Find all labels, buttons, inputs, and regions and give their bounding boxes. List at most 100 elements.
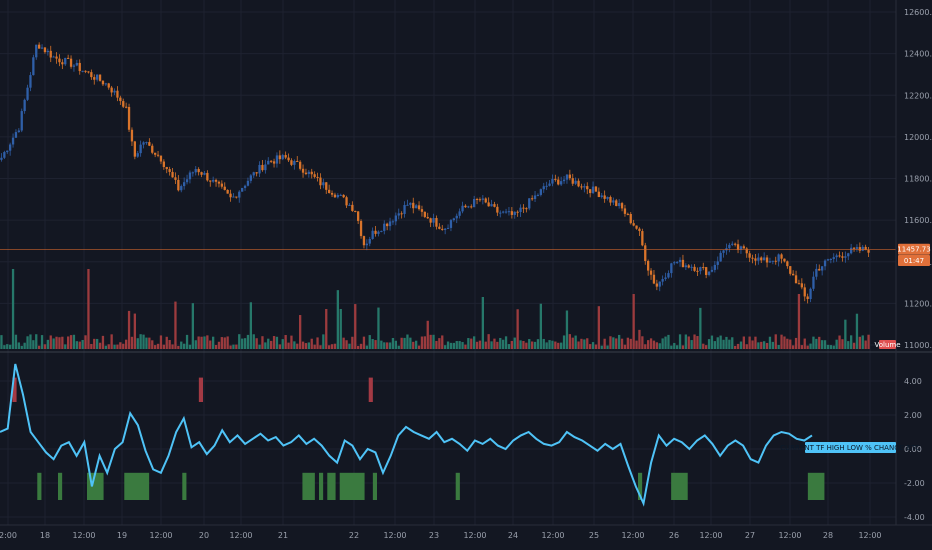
candle-body [287, 157, 290, 161]
candle-body [154, 152, 157, 155]
candle-body [690, 266, 693, 268]
volume-bar [583, 339, 586, 349]
candle-body [267, 160, 270, 165]
indicator-axis-label: 4.00 [904, 377, 922, 386]
candle-body [864, 246, 867, 251]
candle-body [270, 160, 273, 162]
volume-bar [777, 345, 780, 349]
candle-body [209, 180, 212, 182]
volume-bar [29, 334, 32, 349]
candle-body [151, 145, 154, 153]
volume-bar [728, 339, 731, 349]
volume-bar [23, 342, 26, 349]
volume-bar [742, 336, 745, 349]
candle-body [130, 129, 134, 142]
candle-body [29, 75, 32, 88]
volume-bar [618, 334, 621, 349]
time-axis[interactable]: 2:00 18 12:00 19 12:00 20 12:00 21 22 12:00 23 12:0… [0, 531, 882, 540]
candle-body [226, 189, 229, 194]
candle-body [359, 220, 363, 237]
volume-bar [212, 336, 215, 349]
candle-body [745, 248, 748, 254]
candle-body [20, 111, 23, 131]
volume-bar [719, 335, 722, 349]
candle-body [644, 245, 647, 261]
volume-bar [658, 343, 661, 349]
candle-body [806, 296, 809, 300]
time-axis-label: 12:00 [383, 531, 406, 540]
price-axis-label: 12600.00 [904, 8, 932, 17]
volume-bar [415, 340, 418, 349]
candle-body [594, 186, 598, 192]
volume-bar [635, 340, 638, 349]
candle-body [664, 277, 667, 280]
indicator-axis[interactable]: 4.00 2.00 0.00 -2.00 -4.00 [904, 377, 925, 522]
candle-body [551, 178, 554, 184]
candle-body [600, 195, 603, 198]
candle-body [545, 185, 548, 187]
candle-body [3, 152, 6, 158]
volume-bar [615, 338, 618, 349]
volume-bar [484, 341, 487, 349]
volume-bar [203, 336, 206, 349]
candle-body [333, 194, 337, 198]
time-axis-label: 12:00 [541, 531, 564, 540]
candlestick-series[interactable] [0, 42, 870, 304]
candle-body [786, 261, 789, 267]
candle-body [533, 195, 537, 200]
candle-body [336, 194, 339, 198]
volume-bar [267, 338, 270, 349]
volume-bar [307, 342, 310, 349]
price-axis-label: 11000.00 [904, 341, 932, 350]
volume-bar [35, 334, 38, 349]
candle-body [313, 174, 316, 177]
candle-body [597, 191, 600, 198]
volume-bar [678, 334, 682, 349]
candle-body [504, 211, 508, 213]
volume-bar [852, 342, 856, 349]
volume-bar [670, 345, 673, 349]
volume-bar [40, 335, 44, 349]
candle-body [861, 246, 864, 251]
candle-body [577, 180, 580, 187]
volume-bar [461, 342, 464, 349]
candle-body [96, 74, 99, 80]
candle-body [185, 179, 189, 183]
candle-body [818, 268, 821, 271]
volume-bar [754, 336, 757, 349]
volume-bar [571, 337, 574, 349]
candle-body [499, 212, 502, 214]
candle-body [87, 71, 90, 73]
volume-bar [156, 343, 160, 349]
candle-body [272, 161, 276, 164]
volume-bar [490, 341, 493, 349]
candle-body [470, 206, 473, 208]
candle-body [464, 205, 467, 208]
histogram-bar-green [455, 472, 460, 500]
volume-bar [525, 342, 528, 349]
candle-body [214, 179, 218, 182]
volume-bar [209, 340, 212, 349]
volume-bar [113, 344, 116, 349]
candle-body [763, 257, 766, 261]
candle-body [400, 213, 403, 215]
candle-body [797, 283, 801, 285]
volume-bar [716, 337, 719, 349]
indicator-line[interactable] [0, 363, 813, 507]
volume-bar [119, 342, 122, 349]
candle-body [635, 225, 638, 229]
indicator-axis-label: 0.00 [904, 445, 922, 454]
volume-bar [261, 336, 264, 349]
volume-bar [815, 338, 818, 349]
volume-bar [757, 342, 760, 349]
volume-bar [789, 339, 792, 349]
candle-body [667, 273, 670, 278]
volume-bar [406, 334, 409, 349]
candle-body [249, 175, 252, 181]
candle-body [255, 172, 258, 174]
volume-bar [168, 340, 171, 349]
volume-bar [603, 338, 606, 349]
candle-body [670, 263, 673, 274]
volume-bar [696, 336, 699, 349]
